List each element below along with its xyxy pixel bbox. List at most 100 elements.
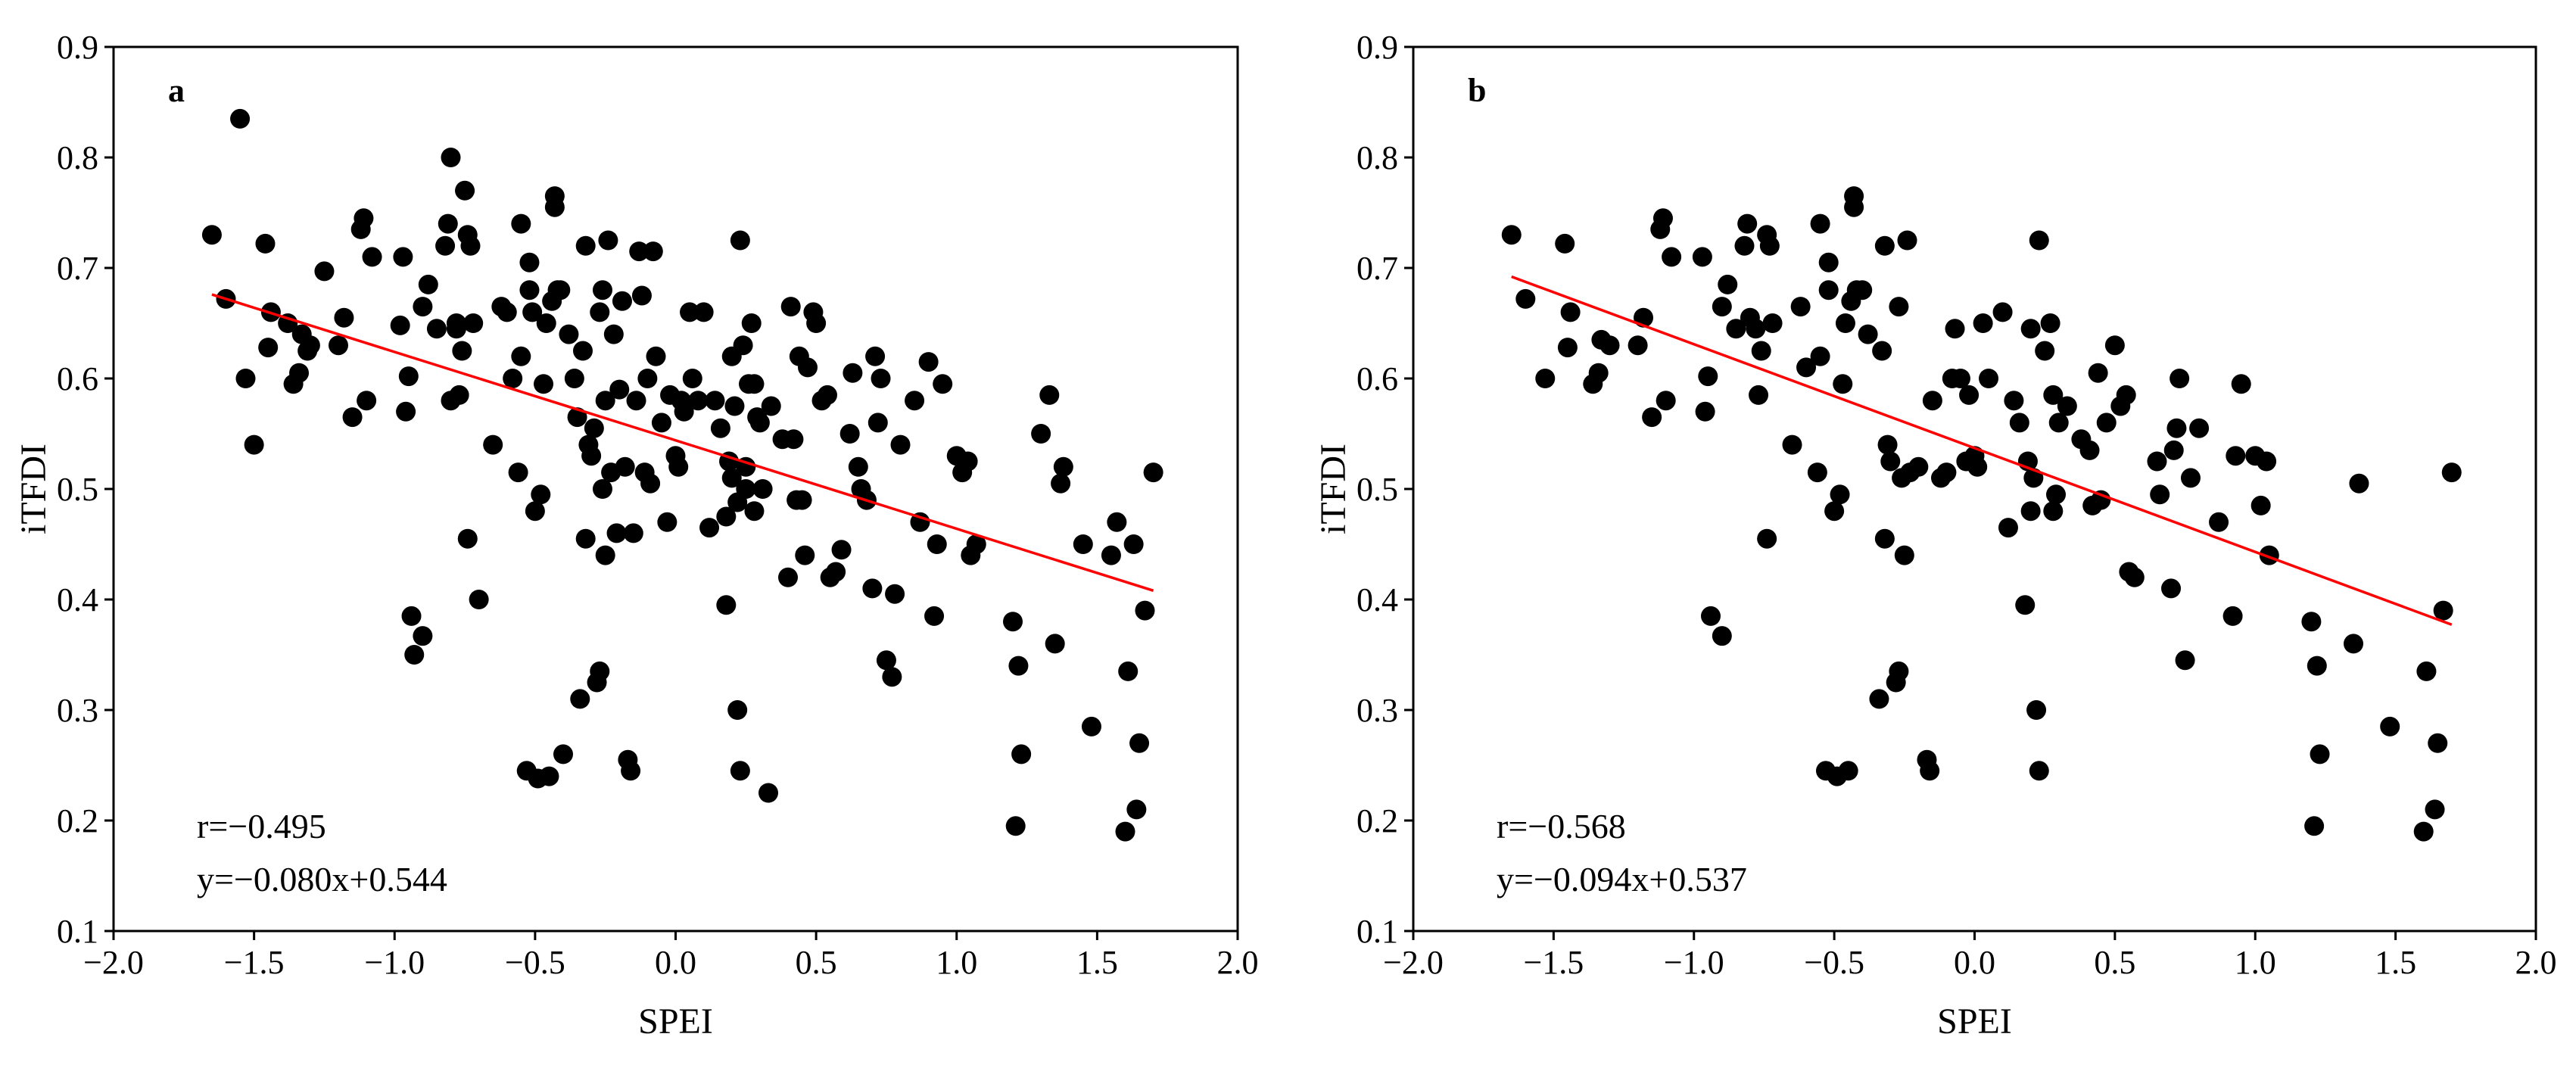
data-point <box>1115 821 1135 842</box>
data-point <box>342 407 363 428</box>
data-point <box>1959 385 1980 405</box>
data-point <box>1003 612 1023 632</box>
data-point <box>300 335 320 356</box>
data-point <box>680 302 700 322</box>
data-point <box>595 391 615 411</box>
data-point <box>334 307 354 328</box>
data-point <box>584 418 604 438</box>
data-point <box>503 369 523 388</box>
data-point <box>329 335 348 356</box>
x-tick-label: −2.0 <box>83 944 144 981</box>
data-point <box>2124 567 2145 587</box>
data-point <box>721 468 742 488</box>
data-point <box>1081 716 1101 736</box>
data-point <box>1123 534 1144 554</box>
data-point <box>783 429 804 450</box>
data-point <box>1656 391 1676 411</box>
data-point <box>2304 816 2325 836</box>
data-point <box>1501 225 1522 245</box>
data-point <box>603 324 624 344</box>
data-point <box>2175 650 2195 671</box>
data-point <box>1051 473 1071 494</box>
data-point <box>736 479 756 499</box>
data-point <box>1838 761 1858 781</box>
x-tick-label: 0.0 <box>655 944 696 981</box>
data-point <box>1560 302 1581 322</box>
data-point <box>452 341 472 361</box>
data-point <box>1835 313 1855 333</box>
data-point <box>2226 446 2246 466</box>
data-point <box>2163 440 2184 460</box>
data-point <box>1824 501 1845 522</box>
data-point <box>1734 235 1755 256</box>
data-point <box>1973 313 1993 333</box>
data-point <box>705 391 725 411</box>
data-point <box>362 247 382 267</box>
data-point <box>629 241 649 262</box>
data-point <box>924 606 945 626</box>
data-point <box>354 208 374 229</box>
data-point <box>390 315 410 335</box>
data-point <box>483 434 503 455</box>
data-point <box>651 413 671 433</box>
x-tick-label: 2.0 <box>1217 944 1259 981</box>
y-tick-label: 0.2 <box>1357 802 1398 839</box>
data-point <box>885 584 905 604</box>
data-point <box>682 369 702 388</box>
data-point <box>795 545 815 565</box>
data-point <box>598 230 618 251</box>
data-point <box>1101 545 1121 565</box>
x-tick-label: 0.0 <box>1954 944 1995 981</box>
data-point <box>357 391 377 411</box>
data-point <box>201 225 222 245</box>
y-tick-label: 0.8 <box>1357 139 1398 176</box>
data-point <box>716 595 737 615</box>
data-point <box>519 252 540 272</box>
data-point <box>758 783 779 803</box>
data-point <box>2189 418 2210 438</box>
x-tick-label: 1.0 <box>2235 944 2276 981</box>
y-tick-label: 0.1 <box>57 913 98 950</box>
data-point <box>1894 545 1914 565</box>
data-point <box>1796 357 1817 378</box>
data-point <box>2301 612 2322 632</box>
data-point <box>398 366 419 387</box>
data-point <box>278 313 298 333</box>
data-point <box>733 335 753 356</box>
data-point <box>2166 418 2187 438</box>
data-point <box>2104 335 2125 356</box>
data-point <box>2020 319 2041 339</box>
data-point <box>393 247 413 267</box>
x-tick-label: 1.0 <box>936 944 977 981</box>
data-point <box>2043 385 2064 405</box>
data-point <box>1992 302 2013 322</box>
data-point <box>730 761 750 781</box>
data-point <box>1053 456 1073 477</box>
data-point <box>534 374 554 394</box>
data-point <box>1874 528 1895 549</box>
data-point <box>1922 391 1942 411</box>
x-tick-label: −1.0 <box>364 944 425 981</box>
data-point <box>441 148 461 167</box>
data-point <box>1762 313 1783 333</box>
data-point <box>1844 197 1864 217</box>
data-point <box>525 501 545 522</box>
data-point <box>426 319 447 339</box>
data-point <box>2257 451 2277 472</box>
data-point <box>1652 208 1673 229</box>
data-point <box>1126 799 1147 820</box>
x-tick-label: 1.5 <box>1076 944 1118 981</box>
y-tick-label: 0.9 <box>57 29 98 66</box>
y-tick-label: 0.3 <box>57 692 98 729</box>
data-point <box>1107 512 1127 532</box>
data-point <box>1712 297 1732 317</box>
x-tick-label: −1.5 <box>1523 944 1584 981</box>
data-point <box>449 385 469 405</box>
x-tick-label: 0.5 <box>2094 944 2135 981</box>
data-point <box>1031 424 1051 444</box>
data-point <box>1555 233 1575 254</box>
data-point <box>797 357 818 378</box>
data-point <box>778 567 798 587</box>
data-point <box>752 479 773 499</box>
data-point <box>401 606 422 626</box>
